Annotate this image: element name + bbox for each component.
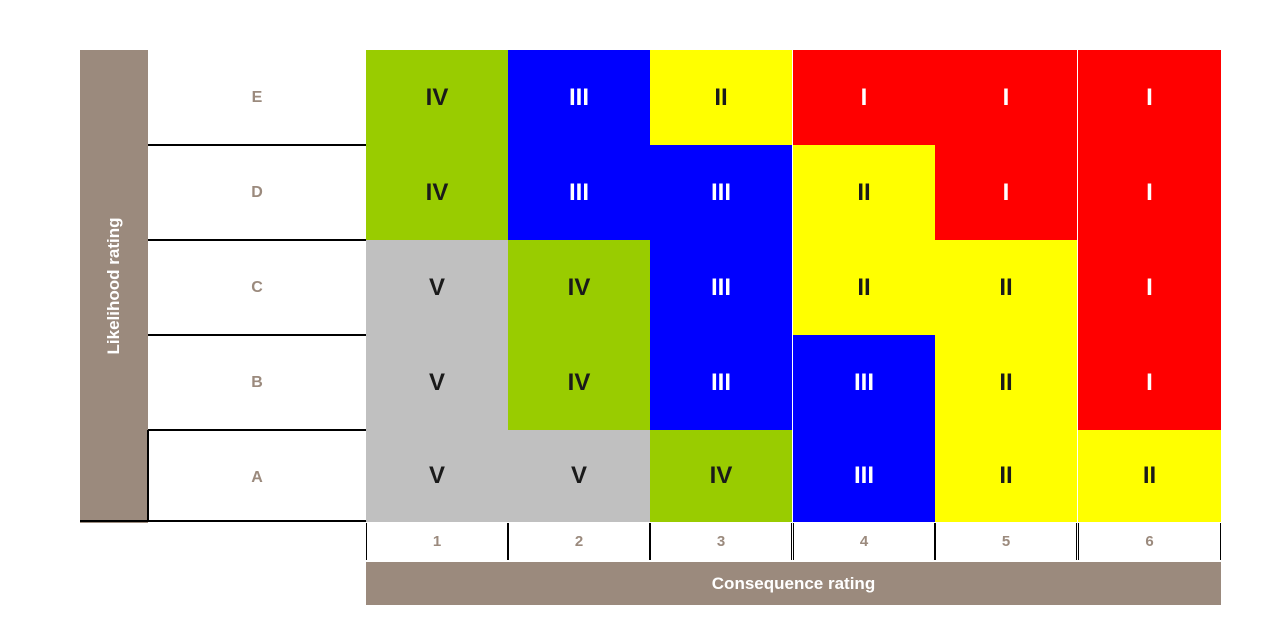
risk-cell-a6: II (1078, 430, 1221, 522)
row-label-d: D (148, 145, 366, 240)
risk-cell-e4: I (793, 50, 935, 145)
row-separator (148, 429, 366, 431)
row-label-border (147, 430, 149, 522)
column-label-2: 2 (508, 523, 650, 560)
risk-cell-e2: III (508, 50, 650, 145)
risk-cell-a4: III (793, 430, 935, 522)
risk-cell-c2: IV (508, 240, 650, 335)
row-separator (148, 334, 366, 336)
column-label-3: 3 (650, 523, 792, 560)
risk-cell-e1: IV (366, 50, 508, 145)
column-label-6: 6 (1078, 523, 1221, 560)
column-label-1: 1 (366, 523, 508, 560)
risk-cell-d1: IV (366, 145, 508, 240)
row-label-c: C (148, 240, 366, 335)
consequence-axis-label: Consequence rating (711, 573, 876, 593)
risk-cell-c5: II (935, 240, 1077, 335)
risk-cell-a3: IV (650, 430, 792, 522)
risk-cell-b6: I (1078, 335, 1221, 430)
row-separator (148, 239, 366, 241)
likelihood-axis-bar: Likelihood rating (80, 50, 148, 523)
risk-cell-c6: I (1078, 240, 1221, 335)
risk-cell-c1: V (366, 240, 508, 335)
risk-cell-a1: V (366, 430, 508, 522)
row-label-e: E (148, 50, 366, 145)
risk-cell-c3: III (650, 240, 792, 335)
row-separator (80, 520, 366, 522)
row-label-a: A (148, 430, 366, 525)
risk-cell-e5: I (935, 50, 1077, 145)
risk-cell-d2: III (508, 145, 650, 240)
risk-cell-b3: III (650, 335, 792, 430)
column-label-5: 5 (935, 523, 1077, 560)
risk-cell-b1: V (366, 335, 508, 430)
risk-cell-b5: II (935, 335, 1077, 430)
risk-cell-d3: III (650, 145, 792, 240)
row-label-b: B (148, 335, 366, 430)
risk-cell-e3: II (650, 50, 792, 145)
consequence-axis-bar: Consequence rating (366, 562, 1221, 605)
risk-cell-a2: V (508, 430, 650, 522)
column-label-4: 4 (793, 523, 935, 560)
risk-cell-c4: II (793, 240, 935, 335)
risk-cell-b4: III (793, 335, 935, 430)
risk-cell-d5: I (935, 145, 1077, 240)
risk-cell-d6: I (1078, 145, 1221, 240)
likelihood-axis-label: Likelihood rating (104, 217, 123, 355)
risk-cell-b2: IV (508, 335, 650, 430)
risk-cell-d4: II (793, 145, 935, 240)
row-separator (148, 144, 366, 146)
risk-cell-a5: II (935, 430, 1077, 522)
risk-cell-e6: I (1078, 50, 1221, 145)
